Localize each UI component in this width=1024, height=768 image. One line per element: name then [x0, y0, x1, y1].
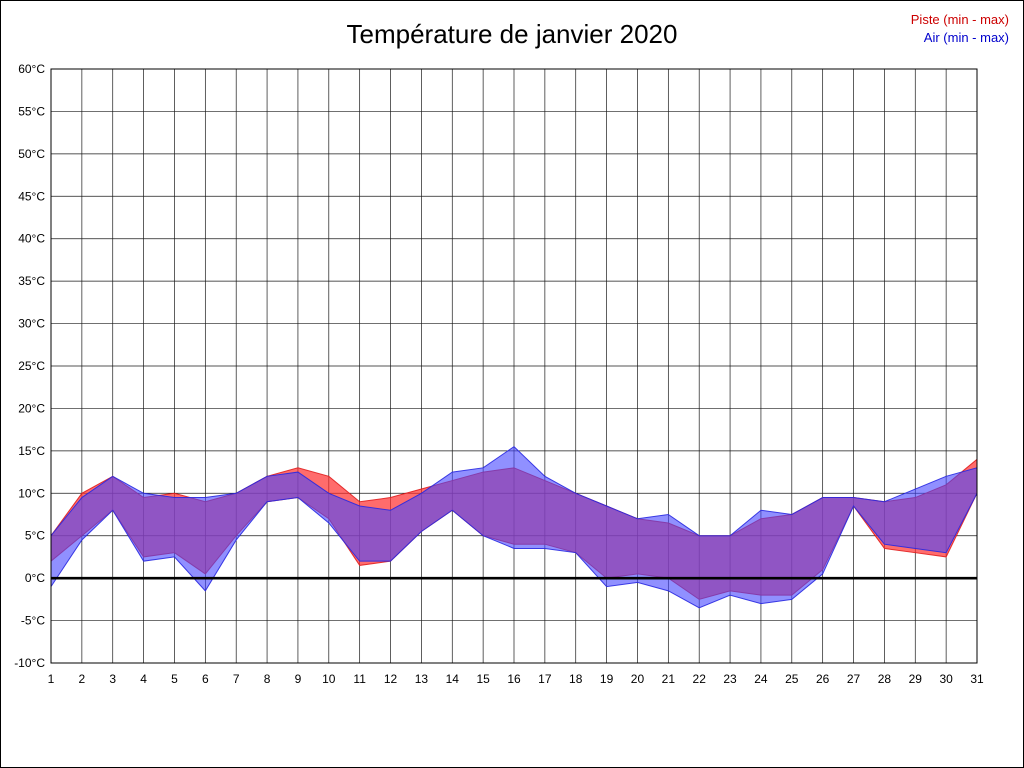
y-tick-label: 55°C: [18, 104, 45, 118]
y-tick-label: 10°C: [18, 486, 45, 500]
y-tick-label: 40°C: [18, 232, 45, 246]
y-tick-label: 30°C: [18, 317, 45, 331]
x-tick-label: 6: [202, 672, 209, 686]
y-tick-label: 0°C: [25, 571, 45, 585]
chart-title: Température de janvier 2020: [346, 19, 678, 49]
x-tick-label: 27: [847, 672, 861, 686]
x-tick-label: 24: [754, 672, 768, 686]
y-tick-label: 5°C: [25, 529, 45, 543]
x-tick-label: 9: [295, 672, 302, 686]
y-tick-label: 35°C: [18, 274, 45, 288]
x-tick-label: 23: [723, 672, 737, 686]
y-tick-label: 45°C: [18, 189, 45, 203]
plot-border: [50, 68, 978, 664]
x-tick-label: 30: [939, 672, 953, 686]
x-tick-label: 5: [171, 672, 178, 686]
x-tick-label: 31: [970, 672, 984, 686]
grid: -10°C -5°C 0°C 5°C 10°C 15°C 20°C 25°C 30°C 35°C 4…: [14, 62, 984, 686]
y-tick-label: 60°C: [18, 62, 45, 76]
y-tick-label: 15°C: [18, 444, 45, 458]
legend-item-piste: Piste (min - max): [910, 12, 1009, 27]
x-tick-label: 2: [79, 672, 86, 686]
legend-item-air: Air (min - max): [923, 30, 1009, 45]
x-tick-label: 1: [48, 672, 55, 686]
x-tick-label: 21: [662, 672, 676, 686]
x-tick-label: 26: [816, 672, 830, 686]
x-tick-label: 29: [909, 672, 923, 686]
x-tick-label: 16: [507, 672, 521, 686]
x-tick-label: 11: [353, 672, 366, 686]
y-tick-label: 25°C: [18, 359, 45, 373]
x-tick-label: 19: [600, 672, 614, 686]
x-tick-label: 14: [446, 672, 460, 686]
legend: Piste (min - max) Air (min - max): [911, 11, 1009, 47]
y-tick-label: -5°C: [21, 614, 45, 628]
x-tick-label: 10: [322, 672, 336, 686]
x-tick-label: 13: [415, 672, 429, 686]
x-tick-label: 12: [384, 672, 398, 686]
x-tick-label: 28: [878, 672, 892, 686]
x-tick-label: 25: [785, 672, 799, 686]
x-tick-label: 3: [109, 672, 116, 686]
x-tick-label: 22: [693, 672, 707, 686]
x-tick-label: 7: [233, 672, 240, 686]
x-tick-label: 4: [140, 672, 147, 686]
y-tick-label: 50°C: [18, 147, 45, 161]
x-tick-label: 17: [538, 672, 552, 686]
y-tick-label: -10°C: [14, 656, 45, 670]
x-tick-label: 15: [476, 672, 490, 686]
y-tick-label: 20°C: [18, 401, 45, 415]
x-tick-label: 8: [264, 672, 271, 686]
x-tick-label: 18: [569, 672, 583, 686]
x-tick-label: 20: [631, 672, 645, 686]
